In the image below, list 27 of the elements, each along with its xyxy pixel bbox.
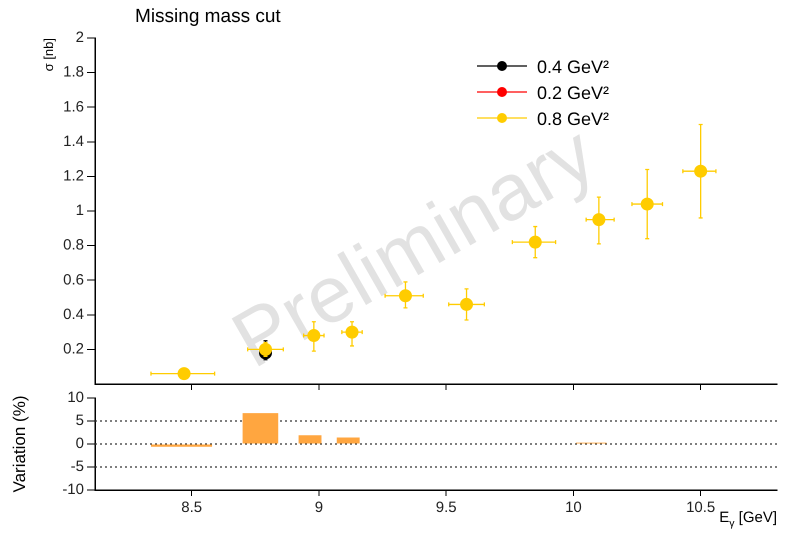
y-tick-label: 2	[76, 29, 84, 46]
y-tick-label: 0.4	[63, 306, 84, 323]
x-tick-label: 9	[314, 499, 324, 516]
y-tick-label: 1.6	[63, 98, 84, 116]
x-tick-label: 10.5	[686, 499, 716, 516]
legend-label: 0.8 GeV²	[537, 109, 610, 129]
legend-label: 0.4 GeV²	[537, 57, 610, 77]
y-tick-label: 0.6	[63, 271, 84, 288]
y-tick-label: 1.8	[63, 64, 84, 81]
y-tick-label: 0.8	[63, 236, 84, 254]
x-tick-label: 9.5	[436, 499, 457, 516]
y-axis-title: σ [nb]	[41, 38, 56, 72]
y-tick-label: 1	[76, 202, 84, 220]
x-tick-label: 8.5	[181, 499, 202, 516]
y-tick-label: 10	[67, 389, 84, 406]
y-tick-label: 0	[76, 435, 84, 452]
point	[178, 367, 191, 380]
y-axis-title: Variation (%)	[10, 395, 29, 492]
y-tick-label: 0.2	[63, 340, 84, 358]
chart-title: Missing mass cut	[135, 6, 282, 27]
y-tick-label: 1.2	[63, 168, 84, 185]
y-tick-label: 1.4	[63, 132, 84, 150]
y-tick-label: -5	[70, 458, 84, 476]
legend-label: 0.2 GeV²	[537, 83, 610, 103]
x-tick-label: 10	[565, 499, 582, 516]
y-tick-label: -10	[62, 481, 84, 498]
y-tick-label: 5	[76, 412, 84, 430]
